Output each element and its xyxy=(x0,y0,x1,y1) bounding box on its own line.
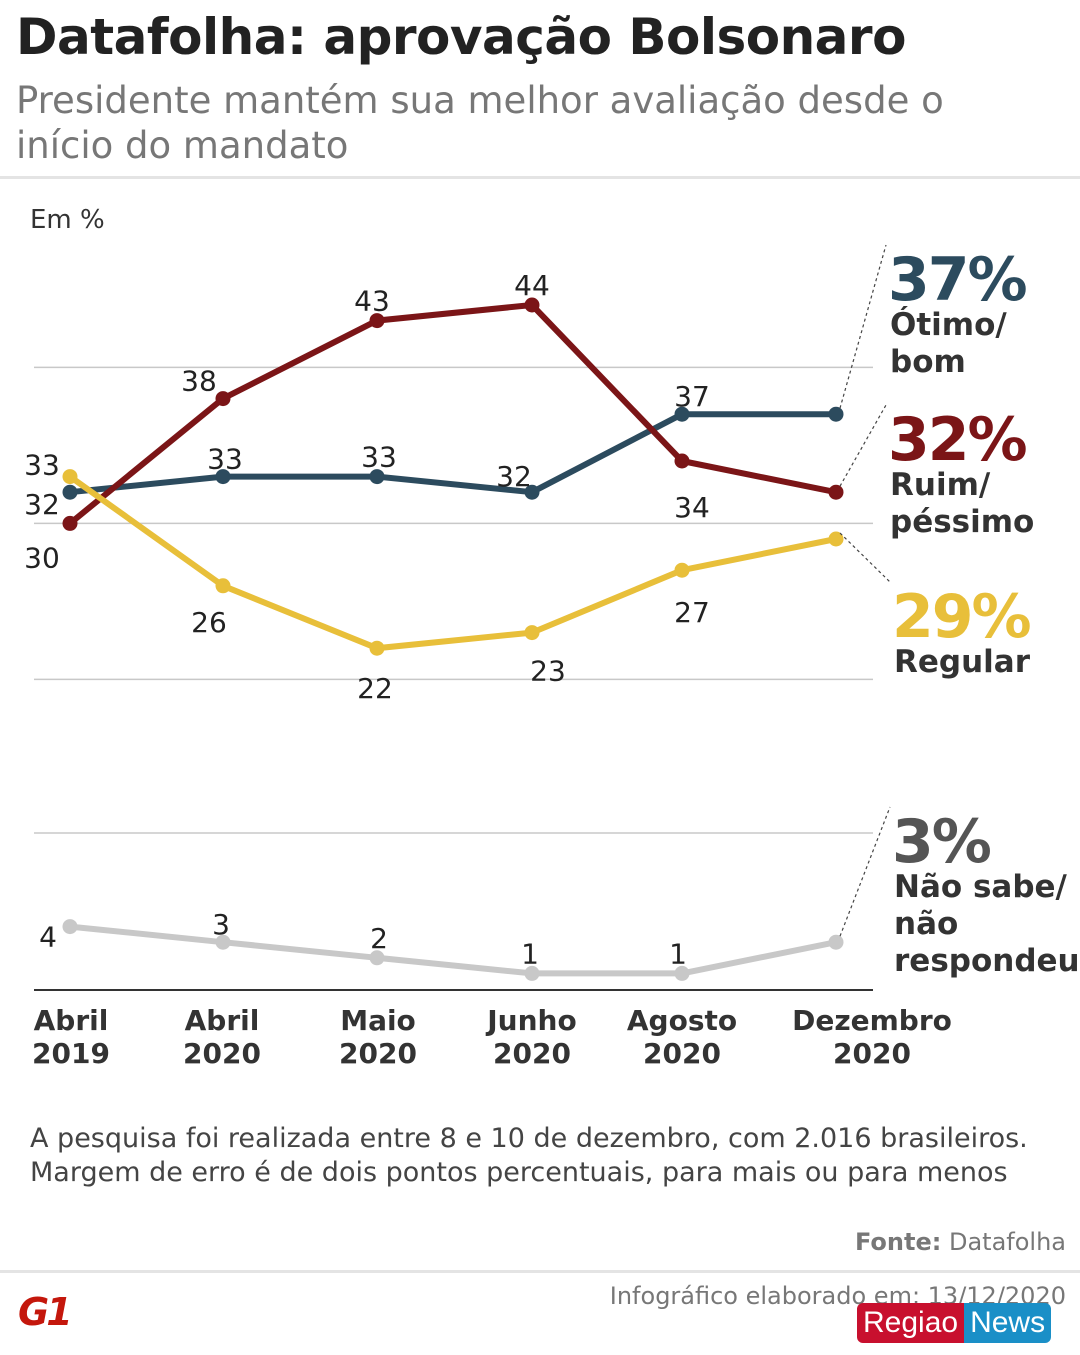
data-point-nsnr xyxy=(215,934,231,950)
data-point-nsnr xyxy=(674,965,690,981)
series-name-ruim: péssimo xyxy=(890,504,1034,540)
end-value-ruim: 32% xyxy=(888,405,1026,475)
data-label-regular: 22 xyxy=(357,672,393,705)
leader-line-ruim xyxy=(839,404,887,487)
data-point-otimo xyxy=(828,406,844,422)
leader-line-otimo xyxy=(839,244,887,409)
data-label-otimo: 33 xyxy=(207,443,243,476)
series-line-otimo xyxy=(69,411,836,496)
x-tick-label: 2020 xyxy=(643,1037,721,1070)
data-label-nsnr: 2 xyxy=(370,922,388,955)
data-point-otimo xyxy=(215,469,231,485)
note-line: Margem de erro é de dois pontos percentu… xyxy=(30,1157,1008,1188)
source: Fonte: Datafolha xyxy=(855,1228,1066,1256)
data-point-nsnr xyxy=(62,919,78,935)
series-name-nsnr: não xyxy=(894,906,958,942)
header-divider xyxy=(0,176,1080,179)
data-label-ruim: 38 xyxy=(181,365,217,398)
x-tick-label: 2020 xyxy=(339,1037,417,1070)
series-name-nsnr: respondeu xyxy=(894,943,1080,979)
series-line-regular xyxy=(68,474,837,652)
data-point-otimo xyxy=(369,469,385,485)
watermark-logo: Regiao News xyxy=(857,1303,1052,1343)
x-tick-label: 2020 xyxy=(493,1037,571,1070)
leader-line-nsnr xyxy=(839,806,891,937)
chart-subtitle: Presidente mantém sua melhor avaliação d… xyxy=(16,79,944,167)
data-label-regular: 33 xyxy=(24,449,60,482)
end-value-nsnr: 3% xyxy=(892,807,991,877)
note-line: A pesquisa foi realizada entre 8 e 10 de… xyxy=(30,1123,1028,1154)
source-label: Fonte: xyxy=(854,1228,942,1256)
series-name-nsnr: Não sabe/ xyxy=(894,869,1068,905)
x-tick-label: Abril xyxy=(34,1004,109,1037)
data-point-regular xyxy=(369,640,385,656)
survey-note: A pesquisa foi realizada entre 8 e 10 de… xyxy=(30,1122,1028,1190)
data-label-regular: 26 xyxy=(191,606,227,639)
data-label-nsnr: 4 xyxy=(39,921,57,954)
data-label-otimo: 37 xyxy=(674,380,710,413)
data-point-regular xyxy=(215,578,231,594)
source-value: Datafolha xyxy=(948,1228,1066,1256)
data-label-otimo: 33 xyxy=(361,441,397,474)
x-tick-label: Junho xyxy=(485,1004,576,1037)
data-label-otimo: 32 xyxy=(24,488,60,521)
g1-logo: G1 xyxy=(18,1290,73,1334)
data-label-ruim: 30 xyxy=(24,541,60,574)
data-label-nsnr: 3 xyxy=(212,908,230,941)
series-line-ruim xyxy=(68,302,837,526)
series-line-nsnr xyxy=(69,923,837,977)
data-point-ruim xyxy=(369,313,385,329)
x-tick-label: 2020 xyxy=(833,1037,911,1070)
data-point-ruim xyxy=(215,391,231,407)
x-tick-label: Agosto xyxy=(627,1004,737,1037)
data-label-ruim: 43 xyxy=(354,285,390,318)
data-point-ruim xyxy=(674,453,690,469)
data-point-otimo xyxy=(674,406,690,422)
x-tick-label: Abril xyxy=(185,1004,260,1037)
data-point-nsnr xyxy=(369,950,385,966)
data-label-nsnr: 1 xyxy=(521,937,539,970)
series-name-ruim: Ruim/ xyxy=(890,467,991,503)
data-point-regular xyxy=(524,625,540,641)
data-point-otimo xyxy=(62,484,78,500)
line-chart: Abril2019Abril2020Maio2020Junho2020Agost… xyxy=(24,244,1080,1070)
x-tick-label: 2020 xyxy=(183,1037,261,1070)
series-name-regular: Regular xyxy=(894,644,1031,680)
end-value-otimo: 37% xyxy=(888,245,1026,315)
end-value-regular: 29% xyxy=(892,582,1030,652)
x-tick-label: Dezembro xyxy=(792,1004,952,1037)
x-tick-label: Maio xyxy=(340,1004,416,1037)
data-label-ruim: 44 xyxy=(514,269,550,302)
footer-divider xyxy=(0,1270,1080,1273)
leader-line-regular xyxy=(839,532,891,583)
data-point-regular xyxy=(674,562,690,578)
data-point-regular xyxy=(828,531,844,547)
data-point-ruim xyxy=(524,297,540,313)
x-tick-label: 2019 xyxy=(32,1037,110,1070)
data-label-ruim: 34 xyxy=(674,491,710,524)
series-name-otimo: bom xyxy=(890,344,966,380)
watermark-part2: News xyxy=(964,1303,1052,1343)
data-label-otimo: 32 xyxy=(496,460,532,493)
series-name-otimo: Ótimo/ xyxy=(890,306,1007,343)
chart-title: Datafolha: aprovação Bolsonaro xyxy=(16,8,906,66)
data-label-nsnr: 1 xyxy=(669,937,687,970)
data-point-nsnr xyxy=(524,965,540,981)
data-point-regular xyxy=(62,469,78,485)
unit-label: Em % xyxy=(30,205,105,235)
data-label-regular: 27 xyxy=(674,596,710,629)
watermark-part1: Regiao xyxy=(857,1303,965,1343)
data-point-otimo xyxy=(524,484,540,500)
data-label-regular: 23 xyxy=(530,655,566,688)
data-point-nsnr xyxy=(828,934,844,950)
data-point-ruim xyxy=(62,515,78,531)
data-point-ruim xyxy=(828,484,844,500)
